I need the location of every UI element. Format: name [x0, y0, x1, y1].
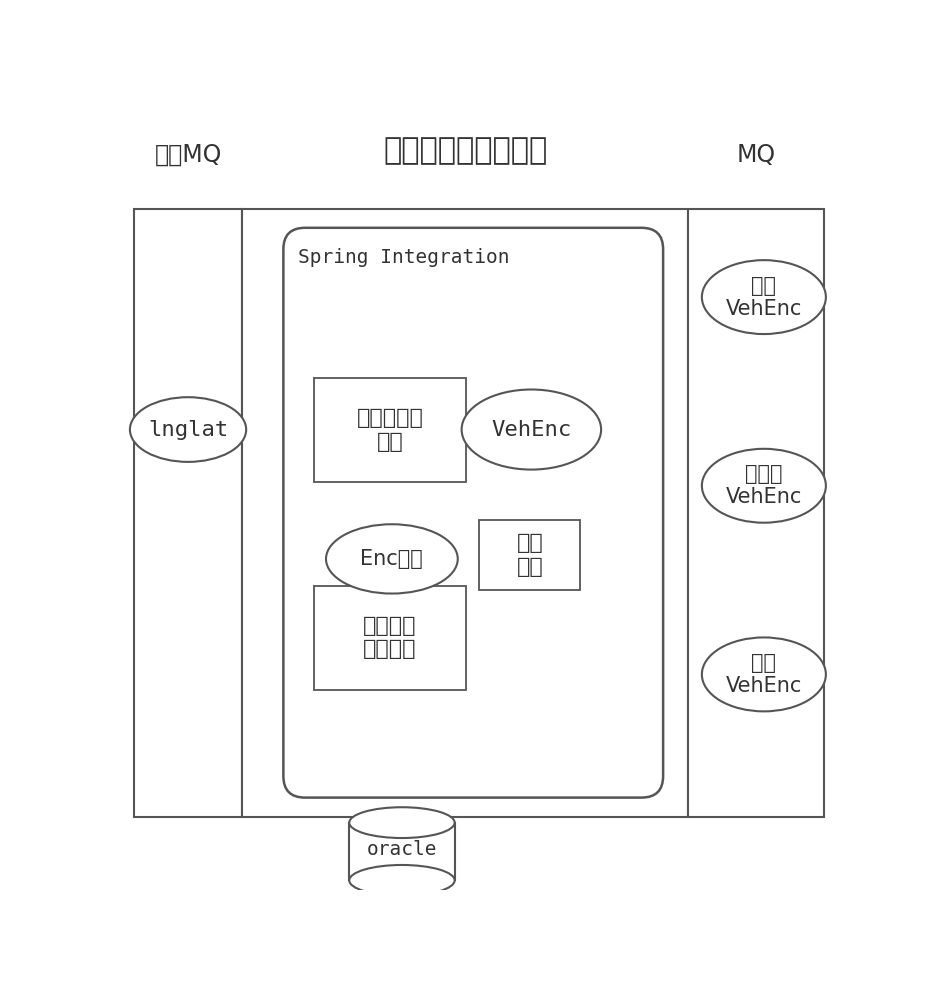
- Text: MQ: MQ: [736, 143, 775, 167]
- Text: 线路
VehEnc: 线路 VehEnc: [726, 653, 802, 696]
- Text: 坐标MQ: 坐标MQ: [154, 143, 221, 167]
- Bar: [242, 209, 688, 817]
- FancyBboxPatch shape: [283, 228, 663, 798]
- Bar: [315, 378, 465, 482]
- Bar: [315, 586, 465, 690]
- Ellipse shape: [701, 637, 826, 711]
- Bar: [349, 823, 455, 880]
- Text: 矩形
VehEnc: 矩形 VehEnc: [726, 275, 802, 319]
- Ellipse shape: [701, 449, 826, 523]
- Text: 坐标与围栏
对应: 坐标与围栏 对应: [357, 408, 423, 452]
- Ellipse shape: [349, 865, 455, 896]
- Ellipse shape: [130, 397, 247, 462]
- Ellipse shape: [349, 807, 455, 838]
- Text: 定时加载
车辆围栏: 定时加载 车辆围栏: [363, 616, 417, 659]
- Text: Enc列表: Enc列表: [361, 549, 423, 569]
- Ellipse shape: [326, 524, 458, 594]
- Text: 坐标对应围栏子模块: 坐标对应围栏子模块: [383, 136, 547, 165]
- Ellipse shape: [461, 389, 601, 470]
- Text: lnglat: lnglat: [148, 420, 228, 440]
- Text: 多边形
VehEnc: 多边形 VehEnc: [726, 464, 802, 507]
- Text: VehEnc: VehEnc: [491, 420, 572, 440]
- Bar: [479, 520, 580, 590]
- Text: oracle: oracle: [367, 840, 437, 859]
- Text: 路由
围栏: 路由 围栏: [517, 533, 544, 577]
- Bar: [688, 209, 824, 817]
- Text: Spring Integration: Spring Integration: [298, 248, 509, 267]
- Bar: [134, 209, 242, 817]
- Ellipse shape: [701, 260, 826, 334]
